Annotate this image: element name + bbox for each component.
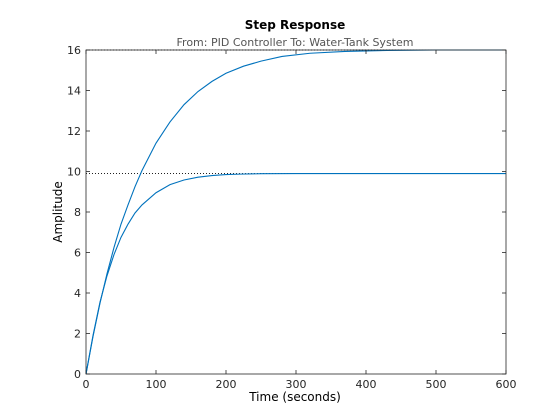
x-tick-label: 500 [426,378,447,391]
step-response-series-1 [85,49,506,375]
x-tick-label: 400 [356,378,377,391]
ticks-layer: 0 100 200 300 400 500 600 0 2 4 6 8 10 12 14 16 [67,44,517,391]
y-tick-label: 16 [67,44,81,57]
step-response-series-2 [85,172,506,375]
y-axis-label: Amplitude [51,181,65,243]
chart-subtitle: From: PID Controller To: Water-Tank Syst… [177,36,414,49]
chart-title: Step Response [245,18,345,32]
x-tick-label: 100 [146,378,167,391]
y-tick-label: 12 [67,125,81,138]
axes-background [86,50,506,374]
y-tick-label: 10 [67,166,81,179]
axes-box [85,49,507,375]
y-tick-label: 0 [74,368,81,381]
y-tick-label: 6 [74,247,81,260]
y-tick-label: 8 [74,206,81,219]
y-tick-label: 14 [67,85,81,98]
x-tick-label: 600 [496,378,517,391]
x-tick-label: 200 [216,378,237,391]
y-tick-label: 2 [74,328,81,341]
x-axis-label: Time (seconds) [248,390,341,404]
y-tick-label: 4 [74,287,81,300]
x-tick-label: 300 [286,378,307,391]
x-tick-label: 0 [83,378,90,391]
series-layer [85,49,506,375]
